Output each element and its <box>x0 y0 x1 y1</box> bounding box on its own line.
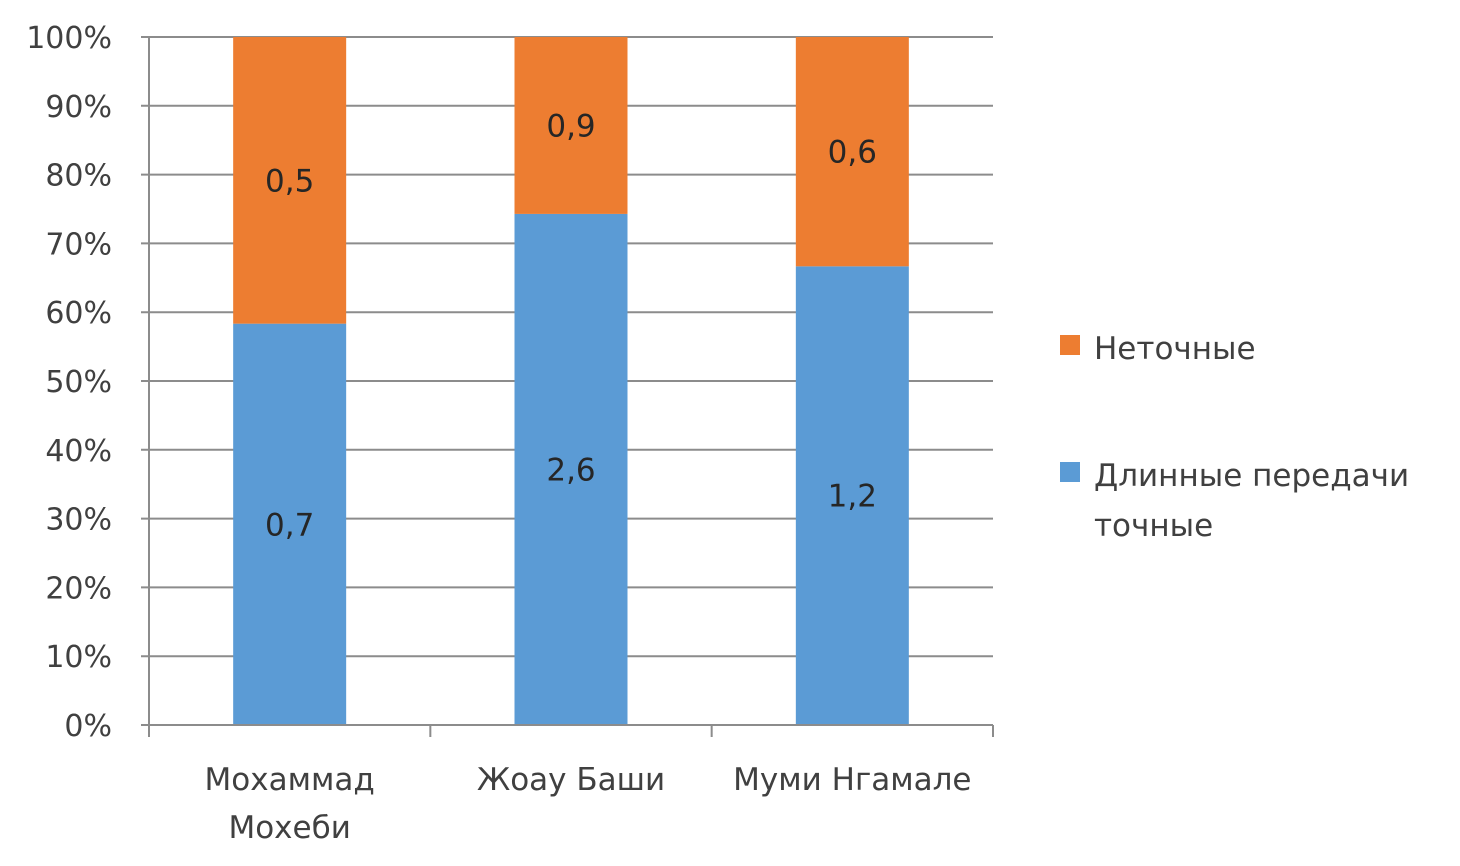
data-label: 0,6 <box>828 135 877 171</box>
legend-label: точные <box>1094 508 1213 544</box>
y-tick-label: 0% <box>64 709 112 744</box>
data-label: 0,9 <box>546 108 595 144</box>
y-tick-label: 50% <box>45 365 112 400</box>
data-label: 0,7 <box>265 507 314 543</box>
y-tick-label: 90% <box>45 90 112 125</box>
axes <box>148 37 994 737</box>
data-label: 1,2 <box>828 479 877 515</box>
x-axis-category-labels: Мохаммад Мохеби Жоау Баши Муми Нгамале <box>205 762 972 846</box>
x-category-label: Мохаммад <box>205 762 375 798</box>
y-tick-label: 60% <box>45 296 112 331</box>
bar-segment <box>795 266 909 725</box>
legend-swatch <box>1060 335 1080 355</box>
legend: Неточные Длинные передачи точные <box>1060 331 1409 544</box>
y-tick-label: 100% <box>26 21 112 56</box>
y-tick-label: 80% <box>45 159 112 194</box>
bar-segment <box>514 213 628 725</box>
y-tick-label: 30% <box>45 503 112 538</box>
x-category-label: Муми Нгамале <box>733 762 971 798</box>
x-category-label: Жоау Баши <box>477 762 665 798</box>
y-tick-label: 10% <box>45 640 112 675</box>
x-category-label: Мохеби <box>228 810 350 846</box>
y-tick-label: 70% <box>45 227 112 262</box>
y-tick-label: 40% <box>45 434 112 469</box>
bars <box>233 37 909 725</box>
bar-segment <box>233 37 347 324</box>
y-tick-label: 20% <box>45 571 112 606</box>
data-label: 2,6 <box>546 452 595 488</box>
data-labels: 0,7 0,5 2,6 0,9 1,2 0,6 <box>265 108 877 543</box>
legend-label: Длинные передачи <box>1094 458 1409 494</box>
y-axis-tick-labels: 0% 10% 20% 30% 40% 50% 60% 70% 80% 90% 100% <box>26 21 112 744</box>
bar-segment <box>233 323 347 725</box>
legend-swatch <box>1060 462 1080 482</box>
bar-segment <box>795 37 909 267</box>
legend-label: Неточные <box>1094 331 1256 367</box>
data-label: 0,5 <box>265 163 314 199</box>
bar-segment <box>514 37 628 214</box>
